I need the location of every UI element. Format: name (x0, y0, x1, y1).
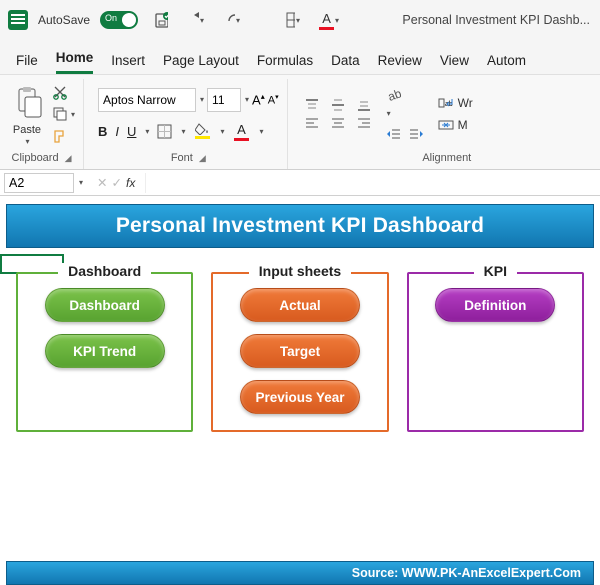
autosave-label: AutoSave (38, 13, 90, 27)
autosave-toggle[interactable] (100, 11, 138, 29)
merge-label: M (458, 118, 468, 132)
align-top-button[interactable] (302, 98, 322, 112)
format-painter-button[interactable] (52, 128, 75, 144)
selected-cell (0, 254, 64, 274)
paste-label: Paste (13, 124, 41, 136)
chevron-down-icon: ▾ (387, 109, 391, 118)
orientation-button[interactable]: ab ▾ (386, 87, 424, 121)
font-group: ▾ ▾ A▴ A▾ B I U▾ ▾ ▾ A▾ Font◢ (90, 79, 288, 169)
chevron-down-icon[interactable]: ▾ (145, 127, 149, 136)
save-button[interactable] (148, 7, 174, 33)
tab-autom[interactable]: Autom (487, 53, 526, 74)
tab-home[interactable]: Home (56, 50, 94, 74)
decrease-indent-button[interactable] (386, 127, 402, 141)
nav-pill-dashboard[interactable]: Dashboard (45, 288, 165, 322)
chevron-down-icon[interactable]: ▾ (79, 178, 83, 187)
chevron-down-icon[interactable]: ▾ (220, 127, 224, 136)
wrap-text-button[interactable]: abWr (438, 96, 473, 110)
clipboard-group: Paste ▾ ▾ Clipboard ◢ (0, 79, 84, 169)
align-center-button[interactable] (328, 116, 348, 130)
excel-logo-icon (8, 10, 28, 30)
chevron-down-icon: ▾ (296, 16, 300, 25)
svg-text:ab: ab (386, 87, 404, 103)
cut-button[interactable] (52, 84, 75, 100)
app-title: Personal Investment KPI Dashb... (402, 13, 592, 27)
increase-font-button[interactable]: A▴ (252, 92, 265, 107)
undo-button[interactable]: ▾ (184, 7, 210, 33)
nav-pill-definition[interactable]: Definition (435, 288, 555, 322)
dialog-launcher-icon[interactable]: ◢ (65, 153, 72, 164)
tab-review[interactable]: Review (378, 53, 422, 74)
italic-button[interactable]: I (115, 124, 119, 139)
cancel-formula-icon[interactable]: ✕ (97, 175, 107, 190)
merge-button[interactable]: M (438, 118, 473, 132)
align-right-button[interactable] (354, 116, 374, 130)
nav-pill-previous-year[interactable]: Previous Year (240, 380, 360, 414)
copy-button[interactable]: ▾ (52, 106, 75, 122)
alignment-group: ab ▾ abWr M Alignment (294, 79, 600, 169)
enter-formula-icon[interactable]: ✓ (112, 175, 122, 190)
underline-button[interactable]: U (127, 124, 136, 139)
align-bottom-button[interactable] (354, 98, 374, 112)
align-left-button[interactable] (302, 116, 322, 130)
card-title: Input sheets (249, 263, 351, 279)
fx-icon[interactable]: fx (126, 176, 135, 190)
chevron-down-icon: ▾ (71, 110, 75, 119)
borders-button[interactable] (157, 124, 172, 139)
chevron-down-icon[interactable]: ▾ (181, 127, 185, 136)
chevron-down-icon[interactable]: ▾ (200, 95, 204, 104)
nav-pill-target[interactable]: Target (240, 334, 360, 368)
chevron-down-icon: ▾ (236, 16, 240, 25)
alignment-label: Alignment (422, 152, 471, 164)
tab-data[interactable]: Data (331, 53, 360, 74)
increase-indent-button[interactable] (408, 127, 424, 141)
bold-button[interactable]: B (98, 124, 107, 139)
font-label: Font (171, 152, 193, 164)
paste-button[interactable]: Paste ▾ (8, 83, 46, 146)
tab-view[interactable]: View (440, 53, 469, 74)
source-footer: Source: WWW.PK-AnExcelExpert.Com (6, 561, 594, 585)
nav-pill-actual[interactable]: Actual (240, 288, 360, 322)
card-title: KPI (474, 263, 517, 279)
decrease-font-button[interactable]: A▾ (268, 93, 279, 107)
chevron-down-icon: ▾ (335, 16, 339, 25)
worksheet[interactable]: Personal Investment KPI Dashboard Dashbo… (0, 196, 600, 585)
tab-page-layout[interactable]: Page Layout (163, 53, 239, 74)
name-box-input[interactable] (4, 173, 74, 193)
formula-bar: ▾ ✕ ✓ fx (0, 170, 600, 196)
chevron-down-icon[interactable]: ▾ (245, 95, 249, 104)
ribbon: Paste ▾ ▾ Clipboard◢ ▾ ▾ A▴ A▾ B I (0, 74, 600, 170)
font-color-quick-button[interactable]: A▾ (316, 7, 342, 33)
card-title: Dashboard (58, 263, 151, 279)
cards-container: Dashboard Dashboard KPI Trend Input sheets A… (6, 248, 594, 440)
clipboard-label: Clipboard (12, 152, 59, 164)
tab-file[interactable]: File (16, 53, 38, 74)
card-input-sheets: Input sheetsActualTargetPrevious Year (211, 272, 388, 432)
align-middle-button[interactable] (328, 98, 348, 112)
chevron-down-icon[interactable]: ▾ (259, 127, 263, 136)
formula-input[interactable] (145, 173, 596, 193)
title-bar: AutoSave ▾ ▾ ▾ A▾ Personal Investment KP… (0, 0, 600, 40)
fill-color-button[interactable] (193, 123, 211, 139)
tab-insert[interactable]: Insert (111, 53, 145, 74)
ribbon-tabs: File Home Insert Page Layout Formulas Data Rev… (0, 40, 600, 74)
dashboard-banner: Personal Investment KPI Dashboard (6, 204, 594, 248)
autosave-toggle-knob (122, 13, 136, 27)
tab-formulas[interactable]: Formulas (257, 53, 313, 74)
dialog-launcher-icon[interactable]: ◢ (199, 153, 206, 164)
borders-quick-button[interactable]: ▾ (280, 7, 306, 33)
font-size-input[interactable] (207, 88, 241, 112)
card-dashboard: DashboardDashboardKPI Trend (16, 272, 193, 432)
wrap-label: Wr (458, 96, 473, 110)
font-name-input[interactable] (98, 88, 196, 112)
nav-pill-kpi-trend[interactable]: KPI Trend (45, 334, 165, 368)
redo-button[interactable]: ▾ (220, 7, 246, 33)
chevron-down-icon: ▾ (25, 137, 29, 146)
chevron-down-icon: ▾ (200, 16, 204, 25)
font-color-button[interactable]: A (232, 122, 250, 141)
card-kpi: KPIDefinition (407, 272, 584, 432)
